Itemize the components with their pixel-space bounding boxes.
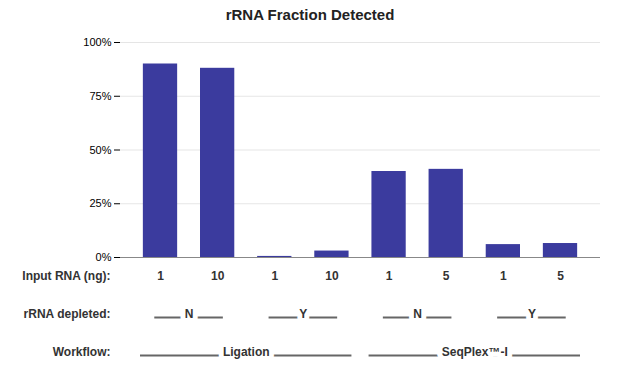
svg-text:100%: 100%: [83, 36, 111, 48]
svg-text:1: 1: [386, 269, 393, 283]
svg-text:10: 10: [211, 269, 225, 283]
svg-text:1: 1: [271, 269, 278, 283]
svg-text:Workflow:: Workflow:: [53, 345, 111, 359]
svg-text:5: 5: [443, 269, 450, 283]
svg-text:50%: 50%: [89, 144, 111, 156]
svg-text:Ligation: Ligation: [223, 345, 270, 359]
svg-text:5: 5: [557, 269, 564, 283]
svg-text:rRNA depleted:: rRNA depleted:: [24, 307, 111, 321]
svg-text:SeqPlex™-I: SeqPlex™-I: [442, 345, 508, 359]
svg-text:1: 1: [500, 269, 507, 283]
svg-text:Input RNA (ng):: Input RNA (ng):: [22, 269, 110, 283]
svg-text:0%: 0%: [96, 251, 112, 263]
svg-text:25%: 25%: [89, 197, 111, 209]
svg-text:1: 1: [157, 269, 164, 283]
svg-text:N: N: [185, 307, 194, 321]
svg-text:Y: Y: [528, 307, 536, 321]
html-text:rRNA Fraction Detected: rRNA Fraction Detected: [225, 6, 395, 23]
svg-text:10: 10: [325, 269, 339, 283]
svg-text:N: N: [413, 307, 422, 321]
svg-text:75%: 75%: [89, 90, 111, 102]
svg-text:Y: Y: [299, 307, 307, 321]
